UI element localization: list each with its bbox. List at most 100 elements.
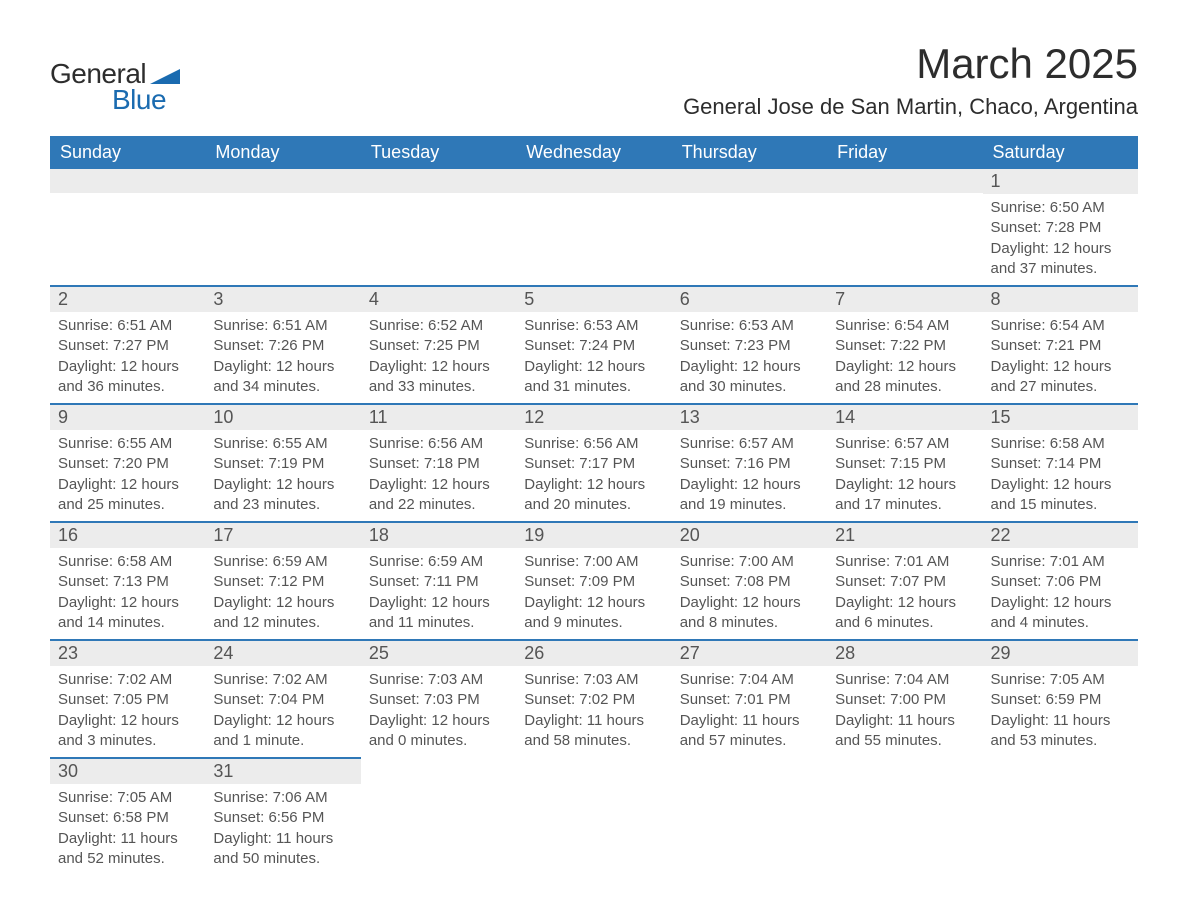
day-detail-line: Sunset: 7:02 PM (524, 690, 663, 710)
day-detail-line: Daylight: 12 hours (58, 357, 197, 377)
day-detail-line: and 8 minutes. (680, 613, 819, 633)
day-detail-line: Sunrise: 6:56 AM (369, 434, 508, 454)
day-details: Sunrise: 6:57 AMSunset: 7:16 PMDaylight:… (672, 430, 827, 521)
calendar-week-row: 23 Sunrise: 7:02 AMSunset: 7:05 PM Dayligh… (50, 640, 1138, 758)
day-detail-line: Daylight: 12 hours (213, 357, 352, 377)
day-number: 26 (516, 641, 671, 666)
calendar-cell: 25Sunrise: 7:03 AMSunset: 7:03 PMDayligh… (361, 640, 516, 758)
day-detail-line: Sunrise: 6:52 AM (369, 316, 508, 336)
day-details: Sunrise: 7:02 AMSunset: 7:04 PMDaylight:… (205, 666, 360, 757)
day-detail-line: Sunset: 7:05 PM (58, 690, 197, 710)
day-detail-line: Sunset: 7:19 PM (213, 454, 352, 474)
day-detail-line: Daylight: 12 hours (524, 357, 663, 377)
day-detail-line: Sunset: 7:25 PM (369, 336, 508, 356)
day-number: 5 (516, 287, 671, 312)
day-detail-line: Sunset: 7:09 PM (524, 572, 663, 592)
day-detail-line: Sunset: 7:22 PM (835, 336, 974, 356)
day-detail-line: and 52 minutes. (58, 849, 197, 869)
day-detail-line: Daylight: 12 hours (991, 357, 1130, 377)
day-number (205, 169, 360, 193)
day-details: Sunrise: 6:51 AMSunset: 7:27 PMDaylight:… (50, 312, 205, 403)
title-block: March 2025 General Jose de San Martin, C… (683, 40, 1138, 130)
day-detail-line: Sunset: 7:13 PM (58, 572, 197, 592)
day-detail-line: Daylight: 11 hours (213, 829, 352, 849)
day-detail-line: and 12 minutes. (213, 613, 352, 633)
calendar-cell: 8Sunrise: 6:54 AMSunset: 7:21 PMDaylight… (983, 286, 1138, 404)
day-detail-line: Sunset: 7:08 PM (680, 572, 819, 592)
day-number (672, 758, 827, 782)
day-details: Sunrise: 6:57 AMSunset: 7:15 PMDaylight:… (827, 430, 982, 521)
day-number (361, 169, 516, 193)
calendar-cell: 6Sunrise: 6:53 AMSunset: 7:23 PMDaylight… (672, 286, 827, 404)
day-detail-line: Daylight: 12 hours (369, 593, 508, 613)
day-detail-line: Daylight: 12 hours (835, 475, 974, 495)
day-number: 18 (361, 523, 516, 548)
day-number: 2 (50, 287, 205, 312)
day-details (827, 193, 982, 271)
day-detail-line: Sunrise: 7:05 AM (991, 670, 1130, 690)
day-details: Sunrise: 6:55 AMSunset: 7:20 PMDaylight:… (50, 430, 205, 521)
day-detail-line: and 9 minutes. (524, 613, 663, 633)
day-details: Sunrise: 6:50 AMSunset: 7:28 PMDaylight:… (983, 194, 1138, 285)
calendar-table: Sunday Monday Tuesday Wednesday Thursday… (50, 136, 1138, 875)
day-detail-line: Sunset: 7:06 PM (991, 572, 1130, 592)
day-number: 21 (827, 523, 982, 548)
day-detail-line: Sunrise: 7:01 AM (991, 552, 1130, 572)
calendar-cell: 13Sunrise: 6:57 AMSunset: 7:16 PMDayligh… (672, 404, 827, 522)
day-detail-line: Daylight: 12 hours (991, 593, 1130, 613)
day-detail-line: and 25 minutes. (58, 495, 197, 515)
day-detail-line: Sunset: 6:58 PM (58, 808, 197, 828)
day-detail-line: Daylight: 11 hours (524, 711, 663, 731)
day-number: 14 (827, 405, 982, 430)
day-number: 17 (205, 523, 360, 548)
day-detail-line: and 55 minutes. (835, 731, 974, 751)
day-detail-line: Sunset: 7:11 PM (369, 572, 508, 592)
day-number: 23 (50, 641, 205, 666)
day-detail-line: Daylight: 12 hours (369, 711, 508, 731)
day-details (983, 782, 1138, 860)
day-detail-line: and 27 minutes. (991, 377, 1130, 397)
calendar-week-row: 9Sunrise: 6:55 AMSunset: 7:20 PMDaylight… (50, 404, 1138, 522)
day-detail-line: Sunrise: 7:02 AM (58, 670, 197, 690)
day-detail-line: and 17 minutes. (835, 495, 974, 515)
day-details (827, 782, 982, 860)
day-detail-line: Sunrise: 6:57 AM (680, 434, 819, 454)
day-detail-line: Sunrise: 6:57 AM (835, 434, 974, 454)
logo-triangle-icon (150, 64, 180, 84)
day-details: Sunrise: 6:59 AMSunset: 7:12 PMDaylight:… (205, 548, 360, 639)
day-detail-line: Sunrise: 7:01 AM (835, 552, 974, 572)
day-detail-line: and 33 minutes. (369, 377, 508, 397)
day-detail-line: Daylight: 11 hours (58, 829, 197, 849)
calendar-cell: 31Sunrise: 7:06 AMSunset: 6:56 PMDayligh… (205, 758, 360, 875)
day-number (516, 758, 671, 782)
day-detail-line: and 22 minutes. (369, 495, 508, 515)
day-detail-line: Sunrise: 6:58 AM (991, 434, 1130, 454)
calendar-cell: 30Sunrise: 7:05 AMSunset: 6:58 PMDayligh… (50, 758, 205, 875)
calendar-week-row: 2Sunrise: 6:51 AMSunset: 7:27 PMDaylight… (50, 286, 1138, 404)
day-number: 8 (983, 287, 1138, 312)
day-number: 1 (983, 169, 1138, 194)
day-detail-line: Sunset: 7:01 PM (680, 690, 819, 710)
day-number: 11 (361, 405, 516, 430)
day-detail-line: Sunrise: 7:05 AM (58, 788, 197, 808)
day-detail-line: and 0 minutes. (369, 731, 508, 751)
day-number: 29 (983, 641, 1138, 666)
day-detail-line: and 11 minutes. (369, 613, 508, 633)
day-details: Sunrise: 6:54 AMSunset: 7:21 PMDaylight:… (983, 312, 1138, 403)
day-detail-line: Sunset: 7:15 PM (835, 454, 974, 474)
calendar-cell: 24Sunrise: 7:02 AMSunset: 7:04 PMDayligh… (205, 640, 360, 758)
day-detail-line: Daylight: 12 hours (58, 475, 197, 495)
day-details: Sunrise: 6:58 AMSunset: 7:14 PMDaylight:… (983, 430, 1138, 521)
day-number: 20 (672, 523, 827, 548)
day-number: 16 (50, 523, 205, 548)
day-detail-line: Sunrise: 7:06 AM (213, 788, 352, 808)
day-detail-line: and 28 minutes. (835, 377, 974, 397)
day-details: Sunrise: 6:56 AMSunset: 7:17 PMDaylight:… (516, 430, 671, 521)
calendar-cell: 27Sunrise: 7:04 AMSunset: 7:01 PMDayligh… (672, 640, 827, 758)
day-details: Sunrise: 7:01 AMSunset: 7:07 PMDaylight:… (827, 548, 982, 639)
calendar-cell (672, 758, 827, 875)
day-header: Thursday (672, 136, 827, 169)
day-detail-line: Sunrise: 7:03 AM (369, 670, 508, 690)
calendar-cell: 17Sunrise: 6:59 AMSunset: 7:12 PMDayligh… (205, 522, 360, 640)
day-details: Sunrise: 6:58 AMSunset: 7:13 PMDaylight:… (50, 548, 205, 639)
